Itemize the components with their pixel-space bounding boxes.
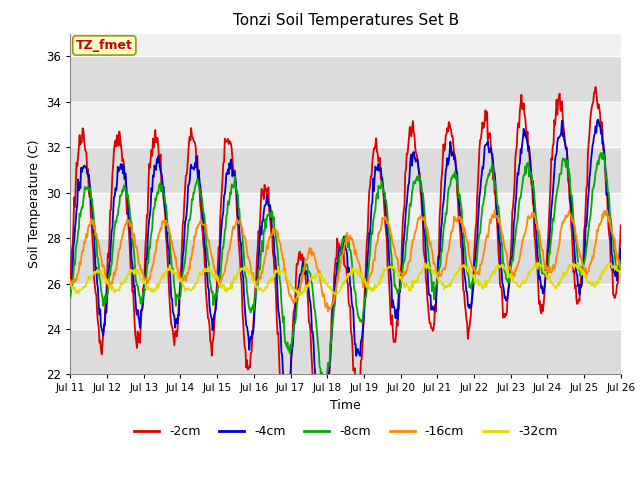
Text: TZ_fmet: TZ_fmet [76,39,132,52]
Bar [70,238,621,284]
X-axis label: Time: Time [330,399,361,412]
Bar [70,56,621,102]
Bar [70,147,621,192]
Title: Tonzi Soil Temperatures Set B: Tonzi Soil Temperatures Set B [232,13,459,28]
Y-axis label: Soil Temperature (C): Soil Temperature (C) [28,140,41,268]
Bar [70,329,621,374]
Legend: -2cm, -4cm, -8cm, -16cm, -32cm: -2cm, -4cm, -8cm, -16cm, -32cm [129,420,563,443]
